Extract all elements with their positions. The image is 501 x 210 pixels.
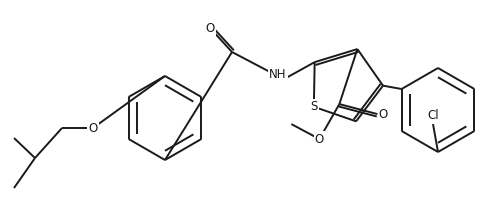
- Text: O: O: [88, 122, 97, 134]
- Text: NH: NH: [269, 68, 286, 81]
- Text: Cl: Cl: [426, 109, 438, 122]
- Text: O: O: [378, 108, 387, 121]
- Text: O: O: [205, 21, 214, 34]
- Text: S: S: [310, 100, 317, 113]
- Text: O: O: [314, 133, 323, 146]
